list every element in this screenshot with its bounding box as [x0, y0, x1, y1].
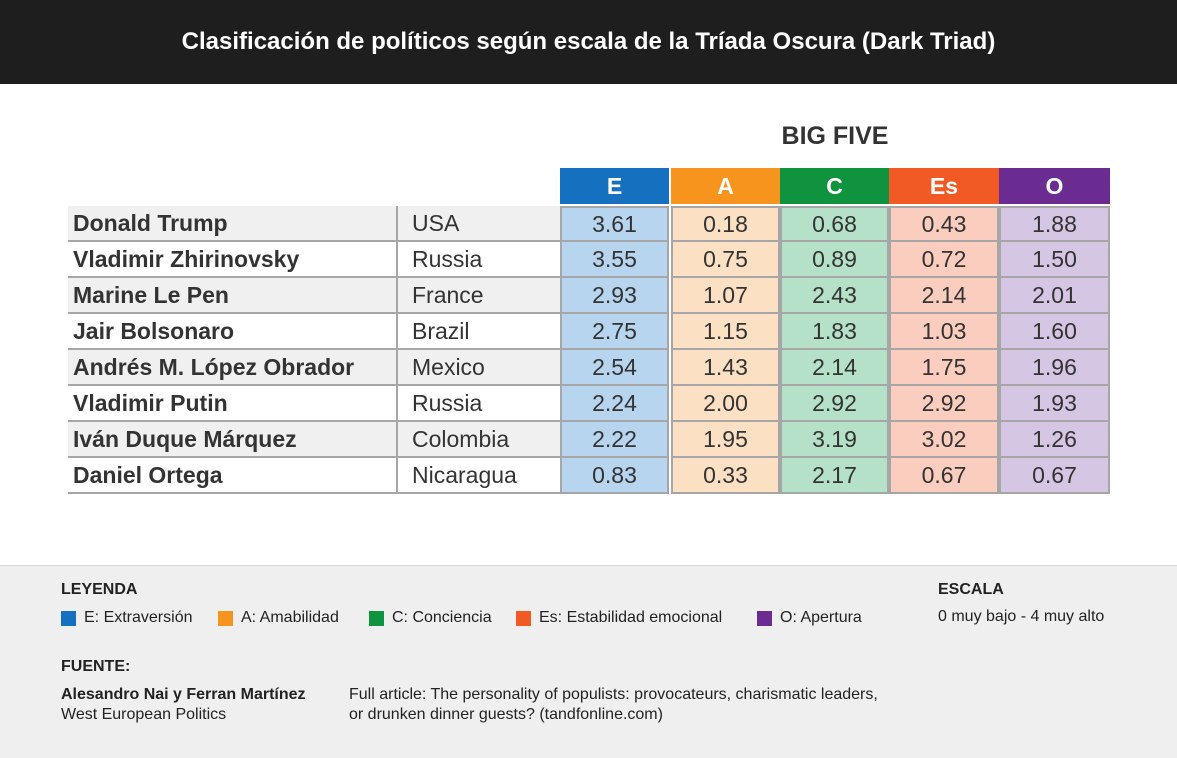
legend-label-o: O: Apertura: [780, 609, 862, 626]
score-cell-c: 2.43: [780, 276, 889, 314]
politician-name: Marine Le Pen: [68, 278, 396, 314]
table-row: Vladimir Zhirinovsky Russia 3.55 0.75 0.89 0.…: [68, 240, 1110, 278]
politician-country: Brazil: [396, 314, 560, 350]
politician-name: Vladimir Putin: [68, 386, 396, 422]
score-cell-es: 0.43: [889, 206, 999, 242]
score-cell-o: 1.50: [999, 240, 1110, 278]
politician-name: Andrés M. López Obrador: [68, 350, 396, 386]
column-header-es: Es: [889, 168, 999, 204]
score-cell-o: 1.96: [999, 348, 1110, 386]
score-cell-a: 1.07: [671, 276, 780, 314]
score-cell-es: 0.72: [889, 240, 999, 278]
legend-swatch-es: [516, 610, 531, 626]
legend-item-e: E: Extraversión: [61, 609, 192, 627]
score-cell-es: 1.03: [889, 312, 999, 350]
score-cell-e: 3.55: [560, 240, 669, 278]
score-cell-a: 1.15: [671, 312, 780, 350]
score-cell-c: 0.89: [780, 240, 889, 278]
score-cell-e: 2.22: [560, 420, 669, 458]
score-cell-o: 1.88: [999, 206, 1110, 242]
source-article-line1: Full article: The personality of populis…: [349, 686, 878, 703]
score-cell-e: 3.61: [560, 206, 669, 242]
legend-swatch-o: [757, 610, 772, 626]
score-cell-a: 0.75: [671, 240, 780, 278]
page-title: Clasificación de políticos según escala …: [0, 0, 1177, 84]
score-cell-o: 1.60: [999, 312, 1110, 350]
source-title: FUENTE:: [61, 658, 131, 675]
politician-country: France: [396, 278, 560, 314]
score-cell-es: 2.92: [889, 384, 999, 422]
score-cell-e: 2.75: [560, 312, 669, 350]
legend-label-es: Es: Estabilidad emocional: [539, 609, 723, 626]
big-five-label: BIG FIVE: [781, 122, 889, 150]
score-cell-a: 1.43: [671, 348, 780, 386]
column-header-c: C: [780, 168, 889, 204]
score-cell-a: 0.18: [671, 206, 780, 242]
score-cell-e: 0.83: [560, 456, 669, 494]
legend-label-e: E: Extraversión: [84, 609, 193, 626]
score-cell-es: 3.02: [889, 420, 999, 458]
score-cell-a: 0.33: [671, 456, 780, 494]
score-cell-es: 2.14: [889, 276, 999, 314]
legend-title: LEYENDA: [61, 581, 138, 598]
table-row: Andrés M. López Obrador Mexico 2.54 1.43 2.1…: [68, 348, 1110, 386]
column-header-e: E: [560, 168, 669, 204]
score-cell-c: 3.19: [780, 420, 889, 458]
score-cell-a: 1.95: [671, 420, 780, 458]
politician-name: Donald Trump: [68, 206, 396, 242]
legend-label-a: A: Amabilidad: [241, 609, 339, 626]
column-header-o: O: [999, 168, 1110, 204]
table-row: Donald Trump USA 3.61 0.18 0.68 0.43 1.88: [68, 206, 1110, 242]
table-row: Iván Duque Márquez Colombia 2.22 1.95 3.19 3.…: [68, 420, 1110, 458]
score-cell-a: 2.00: [671, 384, 780, 422]
scale-title: ESCALA: [938, 581, 1004, 598]
politician-country: Mexico: [396, 350, 560, 386]
scale-text: 0 muy bajo - 4 muy alto: [938, 608, 1105, 625]
score-cell-c: 2.92: [780, 384, 889, 422]
legend-item-es: Es: Estabilidad emocional: [516, 609, 722, 627]
table-row: Marine Le Pen France 2.93 1.07 2.43 2.14 2.01: [68, 276, 1110, 314]
politician-country: Russia: [396, 242, 560, 278]
politician-name: Iván Duque Márquez: [68, 422, 396, 458]
score-cell-e: 2.93: [560, 276, 669, 314]
score-cell-es: 0.67: [889, 456, 999, 494]
legend-item-a: A: Amabilidad: [218, 609, 339, 627]
legend-swatch-a: [218, 610, 233, 626]
politician-country: Nicaragua: [396, 458, 560, 494]
score-cell-c: 2.14: [780, 348, 889, 386]
legend-item-c: C: Conciencia: [369, 609, 492, 627]
politician-country: USA: [396, 206, 560, 242]
score-cell-c: 0.68: [780, 206, 889, 242]
score-cell-es: 1.75: [889, 348, 999, 386]
politician-country: Colombia: [396, 422, 560, 458]
legend-swatch-c: [369, 610, 384, 626]
score-cell-o: 1.26: [999, 420, 1110, 458]
score-cell-c: 2.17: [780, 456, 889, 494]
score-cell-e: 2.54: [560, 348, 669, 386]
score-cell-o: 1.93: [999, 384, 1110, 422]
table-row: Vladimir Putin Russia 2.24 2.00 2.92 2.92 1.93: [68, 384, 1110, 422]
politician-country: Russia: [396, 386, 560, 422]
source-article-line2: or drunken dinner guests? (tandfonline.c…: [349, 706, 663, 723]
legend-label-c: C: Conciencia: [392, 609, 492, 626]
source-journal: West European Politics: [61, 706, 227, 723]
legend-panel: [0, 565, 1177, 758]
politician-name: Jair Bolsonaro: [68, 314, 396, 350]
score-cell-o: 0.67: [999, 456, 1110, 494]
politician-name: Vladimir Zhirinovsky: [68, 242, 396, 278]
score-cell-c: 1.83: [780, 312, 889, 350]
table-row: Jair Bolsonaro Brazil 2.75 1.15 1.83 1.03 1.60: [68, 312, 1110, 350]
table-row: Daniel Ortega Nicaragua 0.83 0.33 2.17 0.67 0.…: [68, 456, 1110, 494]
legend-item-o: O: Apertura: [757, 609, 862, 627]
politician-name: Daniel Ortega: [68, 458, 396, 494]
column-header-a: A: [671, 168, 780, 204]
score-cell-o: 2.01: [999, 276, 1110, 314]
legend-swatch-e: [61, 610, 76, 626]
source-authors: Alesandro Nai y Ferran Martínez: [61, 686, 306, 703]
score-cell-e: 2.24: [560, 384, 669, 422]
